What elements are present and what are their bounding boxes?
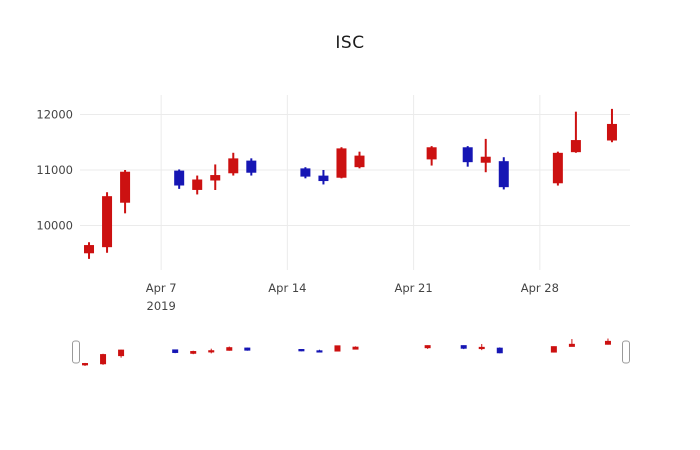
candle-body <box>552 152 563 184</box>
candle-body <box>84 245 95 254</box>
candle-body <box>300 168 311 177</box>
rangeslider-candle-apr-10 <box>208 348 215 354</box>
candlestick-apr-29[interactable] <box>552 151 563 186</box>
candle-body <box>336 148 347 178</box>
candle-body <box>424 345 431 349</box>
rangeslider-candle-may-2 <box>604 338 611 345</box>
rangeslider-candle-apr-30 <box>568 339 575 347</box>
x-tick-label: Apr 7 <box>146 281 177 295</box>
plot-drag-area[interactable] <box>80 95 630 270</box>
rangeslider-track[interactable] <box>76 332 626 372</box>
rangeslider-candle-apr-18 <box>352 346 359 350</box>
candle-body <box>100 354 107 365</box>
rangeslider-candle-apr-22 <box>424 345 431 349</box>
candle-body <box>604 340 611 345</box>
rangeslider-candle-apr-4 <box>100 353 107 365</box>
rangeslider-candle-apr-3 <box>82 362 89 366</box>
rangeslider-candle-apr-17 <box>334 345 341 352</box>
candlestick-apr-8[interactable] <box>174 169 185 189</box>
chart-title: ISC <box>335 33 365 53</box>
rangeslider-candle-apr-8 <box>172 349 179 354</box>
candle-body <box>318 175 329 182</box>
candlestick-apr-12[interactable] <box>246 158 257 176</box>
candle-body <box>550 346 557 353</box>
candle-body <box>352 346 359 350</box>
candle-body <box>316 350 323 353</box>
candle-body <box>244 347 251 351</box>
candle-body <box>460 345 467 349</box>
candle-body <box>228 158 239 174</box>
rangeslider-candle-apr-26 <box>496 347 503 354</box>
candle-body <box>210 175 221 181</box>
candlestick-apr-22[interactable] <box>426 146 437 166</box>
rangeslider-candle-apr-11 <box>226 346 233 351</box>
candle-body <box>298 349 305 352</box>
candlestick-apr-25[interactable] <box>480 138 491 173</box>
candle-body <box>172 349 179 353</box>
candlestick-apr-4[interactable] <box>102 192 113 253</box>
candle-body <box>120 171 131 203</box>
candle-body <box>498 161 509 188</box>
x-tick-year-label: 2019 <box>147 299 176 313</box>
candlestick-apr-5[interactable] <box>120 170 131 214</box>
candle-body <box>354 155 365 168</box>
candle-body <box>606 123 617 141</box>
candlestick-apr-18[interactable] <box>354 151 365 169</box>
x-tick-label: Apr 21 <box>395 281 433 295</box>
candle-body <box>174 170 185 186</box>
y-tick-label: 10000 <box>36 219 73 233</box>
candlestick-apr-9[interactable] <box>192 175 203 195</box>
candle-body <box>334 345 341 352</box>
x-tick-label: Apr 28 <box>521 281 559 295</box>
candlestick-apr-3[interactable] <box>84 242 95 259</box>
candle-body <box>102 196 113 248</box>
rangeslider-candle-apr-12 <box>244 347 251 351</box>
y-tick-label: 11000 <box>36 163 73 177</box>
rangeslider-handle-left[interactable] <box>72 340 80 364</box>
candle-body <box>226 347 233 351</box>
rangeslider-candle-apr-5 <box>118 349 125 358</box>
candlestick-apr-24[interactable] <box>462 146 473 167</box>
rangeslider-candle-apr-15 <box>298 349 305 352</box>
rangeslider-handle-right[interactable] <box>622 340 630 364</box>
candlestick-apr-26[interactable] <box>498 157 509 190</box>
candle-body <box>190 351 197 354</box>
candlestick-apr-16[interactable] <box>318 170 329 185</box>
candlestick-apr-30[interactable] <box>570 111 581 153</box>
rangeslider-candle-apr-24 <box>460 345 467 350</box>
candlestick-apr-15[interactable] <box>300 167 311 179</box>
rangeslider-candle-apr-25 <box>478 344 485 351</box>
candle-body <box>570 140 581 153</box>
candlestick-apr-17[interactable] <box>336 147 347 179</box>
rangeslider-candle-apr-9 <box>190 350 197 355</box>
candle-body <box>568 343 575 347</box>
candle-body <box>208 350 215 353</box>
candle-body <box>478 346 485 350</box>
x-tick-label: Apr 14 <box>268 281 306 295</box>
candle-body <box>480 156 491 163</box>
candle-body <box>426 147 437 160</box>
candlestick-apr-11[interactable] <box>228 152 239 176</box>
candle-body <box>82 363 89 366</box>
candle-body <box>118 349 125 357</box>
candle-body <box>462 147 473 163</box>
y-tick-label: 12000 <box>36 107 73 121</box>
rangeslider-candle-apr-29 <box>550 346 557 353</box>
rangeslider-candle-apr-16 <box>316 349 323 353</box>
candle-body <box>246 160 257 173</box>
candle-body <box>496 347 503 354</box>
candlestick-may-2[interactable] <box>606 108 617 143</box>
candle-body <box>192 179 203 190</box>
candlestick-apr-10[interactable] <box>210 164 221 190</box>
